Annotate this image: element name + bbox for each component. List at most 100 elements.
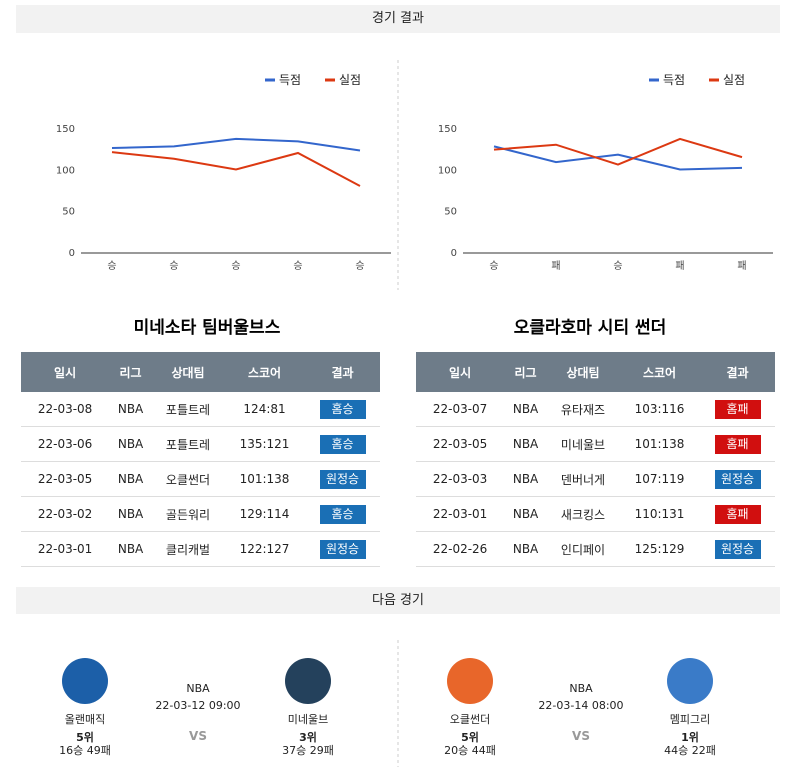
team-rank: 5위 <box>76 731 94 744</box>
legend-label: 득점 <box>279 73 301 87</box>
cell: 103:116 <box>619 392 701 427</box>
cell: 홈패 <box>700 426 775 462</box>
column-header: 상대팀 <box>151 352 225 392</box>
result-badge: 원정승 <box>319 469 366 489</box>
result-row: 22-02-26 NBA 인디페이 125:129 원정승 <box>416 531 775 567</box>
team-record: 16승 49패 <box>59 744 111 757</box>
cell: 홈패 <box>700 496 775 532</box>
result-badge: 홈패 <box>714 434 761 454</box>
result-badge: 홈패 <box>714 504 761 524</box>
result-badge: 원정승 <box>714 469 761 489</box>
column-header: 결과 <box>305 352 380 392</box>
series-line <box>111 137 361 152</box>
cell: 포틀트레 <box>151 426 225 462</box>
result-row: 22-03-05 NBA 미네울브 101:138 홈패 <box>416 426 775 462</box>
cell: 22-03-01 <box>416 496 505 532</box>
cell: NBA <box>109 392 152 427</box>
y-tick-label: 150 <box>438 124 457 135</box>
cell: 클리캐벌 <box>151 531 225 567</box>
cell: NBA <box>504 496 547 532</box>
x-tick-label: 승 <box>355 260 364 272</box>
result-row: 22-03-07 NBA 유타재즈 103:116 홈패 <box>416 392 775 427</box>
header-row: 일시 리그 상대팀 스코어 결과 <box>416 352 775 392</box>
cell: 22-03-06 <box>21 426 110 462</box>
vs: VS <box>572 729 590 743</box>
cell: 101:138 <box>619 426 701 462</box>
x-tick-label: 패 <box>551 260 560 272</box>
team-logo <box>447 658 493 704</box>
result-row: 22-03-08 NBA 포틀트레 124:81 홈승 <box>21 392 380 427</box>
result-badge: 원정승 <box>319 539 366 559</box>
result-row: 22-03-05 NBA 오클썬더 101:138 원정승 <box>21 461 380 497</box>
cell: NBA <box>109 426 152 462</box>
cell: 107:119 <box>619 461 701 497</box>
legend-label: 실점 <box>723 73 745 87</box>
column-header: 일시 <box>21 352 110 392</box>
cell: 미네울브 <box>546 426 620 462</box>
cell: 22-03-07 <box>416 392 505 427</box>
cell: 125:129 <box>619 531 701 567</box>
team-name: 멤피그리 <box>669 713 711 726</box>
series-line <box>111 151 361 187</box>
cell: NBA <box>109 496 152 532</box>
result-badge: 원정승 <box>714 539 761 559</box>
league: NBA <box>569 682 593 695</box>
x-tick-label: 승 <box>231 260 240 272</box>
cell: 129:114 <box>224 496 306 532</box>
column-header: 리그 <box>504 352 547 392</box>
series-line <box>493 145 743 171</box>
cell: 포틀트레 <box>151 392 225 427</box>
x-tick-label: 승 <box>613 260 622 272</box>
team-name: 올랜매직 <box>64 713 106 726</box>
y-tick-label: 50 <box>444 207 457 218</box>
section-header: 다음 경기 <box>16 587 780 614</box>
cell: 인디페이 <box>546 531 620 567</box>
charts: 0 50 100 150 승 승 승 승 승 득점 실점 0 50 100 150 승 패 승 패 패 득점 실점 <box>56 60 773 290</box>
cell: 오클썬더 <box>151 461 225 497</box>
cell: 22-03-08 <box>21 392 110 427</box>
results-table: 일시 리그 상대팀 스코어 결과 22-03-08 NBA 포틀트레 124:81 홈승 22-03… <box>21 352 380 567</box>
cell: NBA <box>504 531 547 567</box>
cell: 홈패 <box>700 392 775 427</box>
result-row: 22-03-01 NBA 클리캐벌 122:127 원정승 <box>21 531 380 567</box>
series-line <box>493 137 743 166</box>
cell: 22-02-26 <box>416 531 505 567</box>
team-logo <box>285 658 331 704</box>
result-badge: 홈승 <box>319 434 366 454</box>
section-header: 경기 결과 <box>16 5 780 33</box>
column-header: 리그 <box>109 352 152 392</box>
cell: 홈승 <box>305 426 380 462</box>
team-logo <box>667 658 713 704</box>
cell: 22-03-02 <box>21 496 110 532</box>
y-tick-label: 150 <box>56 124 75 135</box>
cell: NBA <box>109 531 152 567</box>
column-header: 스코어 <box>224 352 306 392</box>
cell: NBA <box>504 461 547 497</box>
cell: 원정승 <box>305 461 380 497</box>
x-tick-label: 승 <box>169 260 178 272</box>
legend-label: 실점 <box>339 73 361 87</box>
datetime: 22-03-12 09:00 <box>155 699 241 712</box>
cell: 22-03-05 <box>416 426 505 462</box>
cell: 홈승 <box>305 392 380 427</box>
cell: 122:127 <box>224 531 306 567</box>
team-rank: 3위 <box>299 731 317 744</box>
cell: 124:81 <box>224 392 306 427</box>
cell: 원정승 <box>700 461 775 497</box>
result-row: 22-03-01 NBA 새크킹스 110:131 홈패 <box>416 496 775 532</box>
x-tick-label: 패 <box>737 260 746 272</box>
x-tick-label: 승 <box>489 260 498 272</box>
cell: 새크킹스 <box>546 496 620 532</box>
x-tick-label: 승 <box>107 260 116 272</box>
result-badge: 홈승 <box>319 504 366 524</box>
x-tick-label: 패 <box>675 260 684 272</box>
cell: 덴버너게 <box>546 461 620 497</box>
y-tick-label: 100 <box>438 165 457 176</box>
cell: 원정승 <box>700 531 775 567</box>
result-badge: 홈패 <box>714 399 761 419</box>
team-record: 44승 22패 <box>664 744 716 757</box>
cell: NBA <box>504 426 547 462</box>
team-rank: 5위 <box>461 731 479 744</box>
cell: 22-03-03 <box>416 461 505 497</box>
